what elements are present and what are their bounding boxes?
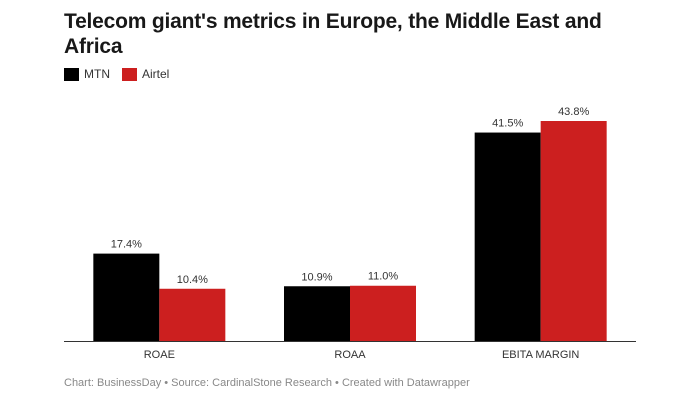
data-label-mtn-1: 10.9%: [301, 271, 332, 283]
legend-swatch-mtn: [64, 67, 79, 81]
data-label-mtn-0: 17.4%: [111, 239, 142, 251]
bar-mtn-2: [474, 132, 541, 341]
x-tick-label-2: EBITA MARGIN: [502, 349, 579, 361]
data-label-airtel-0: 10.4%: [177, 274, 208, 286]
legend-label-airtel: Airtel: [142, 67, 170, 81]
legend-label-mtn: MTN: [84, 67, 110, 81]
data-label-airtel-1: 11.0%: [368, 271, 399, 283]
x-tick-label-0: ROAE: [144, 349, 175, 361]
legend-item-mtn: MTN: [64, 67, 110, 81]
chart-title: Telecom giant's metrics in Europe, the M…: [64, 10, 602, 58]
bar-mtn-0: [93, 253, 160, 341]
bar-mtn-1: [284, 286, 350, 341]
legend-item-airtel: Airtel: [122, 67, 169, 81]
chart-legend: MTN Airtel: [64, 67, 173, 81]
bar-airtel-0: [159, 288, 226, 341]
data-label-mtn-2: 41.5%: [492, 118, 523, 130]
chart-footer-credit: Chart: BusinessDay • Source: CardinalSto…: [64, 377, 470, 389]
legend-swatch-airtel: [122, 67, 137, 81]
x-tick-label-1: ROAA: [334, 349, 366, 361]
bar-airtel-1: [350, 285, 416, 341]
data-label-airtel-2: 43.8%: [558, 106, 589, 118]
bar-airtel-2: [540, 121, 607, 341]
